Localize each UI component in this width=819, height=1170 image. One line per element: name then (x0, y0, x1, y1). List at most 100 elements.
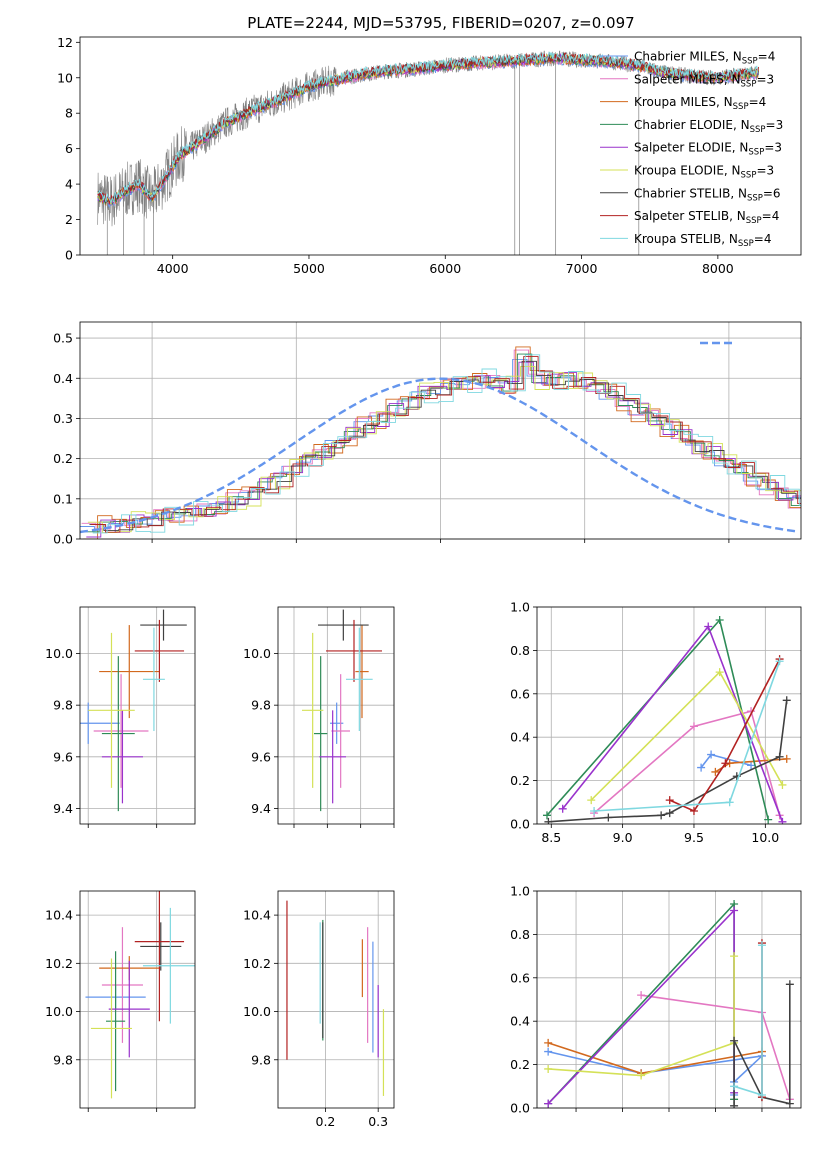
legend-label: Chabrier STELIB, NSSP=6 (634, 186, 781, 203)
x-tick-label: 8000 (702, 261, 734, 276)
y-tick-label: 12 (57, 35, 73, 50)
error-cross (346, 627, 373, 731)
x-tick-label: 0.3 (368, 1114, 388, 1129)
error-cross (93, 674, 149, 788)
legend-label-tail: =4 (758, 50, 776, 64)
legend-label-text: Chabrier STELIB, N (634, 186, 747, 200)
series-line (593, 710, 781, 816)
y-tick-label: 1.0 (510, 600, 530, 615)
plot-frame (536, 890, 802, 1109)
model-spectrum (97, 52, 759, 206)
error-cross (140, 609, 187, 641)
plot-frame (277, 606, 395, 825)
x-tick-label: 0.2 (316, 1114, 336, 1129)
series-marker (637, 1071, 646, 1080)
plot-frame (277, 890, 395, 1109)
series-marker (782, 696, 791, 705)
legend-label: Kroupa ELODIE, NSSP=3 (634, 164, 774, 181)
series-marker (782, 754, 791, 763)
panel-residuals: 0.0 0.1 0.2 0.3 0.4 0.5 (53, 321, 802, 547)
legend-label-tail: =4 (762, 209, 780, 223)
series-marker (542, 811, 551, 820)
legend-label: Salpeter STELIB, NSSP=4 (634, 209, 779, 226)
y-tick-label: 9.8 (53, 1052, 73, 1067)
error-cross (101, 710, 143, 804)
x-tick-label: 4000 (157, 261, 189, 276)
error-cross (101, 656, 135, 812)
error-cross (318, 609, 369, 641)
error-cross (330, 702, 344, 744)
x-tick-label: 9.5 (684, 830, 704, 845)
gaussian-curve (80, 377, 799, 534)
series-marker (544, 1038, 553, 1047)
error-cross (88, 632, 135, 788)
legend-label-sub: SSP (741, 171, 757, 181)
plot-area (85, 891, 195, 1099)
series-marker (721, 759, 730, 768)
y-tick-label: 9.4 (53, 801, 73, 816)
series-marker (730, 1101, 739, 1108)
legend-label-text: Kroupa STELIB, N (634, 232, 738, 246)
error-cross (355, 625, 369, 719)
y-tick-label: 0 (65, 248, 73, 263)
series-marker (730, 952, 739, 961)
y-tick-label: 0.2 (510, 773, 530, 788)
histogram-step (89, 360, 801, 532)
legend-label-sub: SSP (742, 57, 758, 67)
plot-area (80, 609, 187, 812)
series-marker (725, 798, 734, 807)
legend-label-text: Salpeter ELODIE, N (634, 141, 748, 155)
histogram-step (81, 349, 801, 530)
panel-mass-vs-EBV: 0.2 0.3 9.8 10.0 10.2 10.4 (243, 890, 395, 1129)
y-tick-label: 4 (65, 177, 73, 192)
plot-frame (79, 890, 196, 1109)
series-marker (665, 796, 674, 805)
plot-frame (536, 606, 802, 825)
histogram-step (91, 356, 801, 533)
y-tick-label: 9.8 (53, 698, 73, 713)
y-tick-label: 0.2 (53, 451, 73, 466)
series-marker (544, 1047, 553, 1056)
plot-area (80, 346, 801, 539)
series-marker (689, 722, 698, 731)
x-tick-label: 6000 (429, 261, 461, 276)
legend-label-text: Salpeter STELIB, N (634, 209, 746, 223)
error-cross (140, 922, 182, 971)
x-tick-label: 9.0 (613, 830, 633, 845)
legend-label-tail: =3 (764, 141, 782, 155)
x-tick-label: 7000 (566, 261, 598, 276)
series-marker (785, 1099, 794, 1108)
legend-label-sub: SSP (746, 216, 762, 226)
y-tick-label: 0.4 (510, 1014, 530, 1029)
series-marker (715, 616, 724, 625)
series-marker (689, 806, 698, 815)
y-tick-label: 0.4 (53, 371, 73, 386)
series-marker (711, 767, 720, 776)
legend-label-tail: =3 (766, 118, 784, 132)
series-marker (715, 668, 724, 677)
series-line (733, 945, 763, 1097)
legend-label-sub: SSP (750, 125, 766, 135)
legend-label-tail: =4 (754, 232, 772, 246)
y-tick-label: 6 (65, 141, 73, 156)
error-cross (90, 958, 133, 1099)
panel-spectrum: 4000 5000 6000 7000 8000 0 2 4 6 8 10 12 Chabrier MI… (57, 35, 802, 276)
series-marker (544, 1064, 553, 1073)
legend-label-tail: =6 (763, 186, 781, 200)
error-cross (331, 674, 350, 788)
series-marker (775, 657, 784, 666)
plot-frame (79, 606, 196, 825)
series-marker (747, 761, 756, 770)
legend-label-tail: =4 (749, 95, 767, 109)
error-cross (108, 960, 150, 1058)
error-cross (142, 627, 165, 731)
error-cross (134, 891, 185, 1022)
error-cross (101, 927, 143, 1043)
series-marker (764, 815, 773, 824)
plot-frame (79, 321, 802, 540)
x-tick-label: 5000 (293, 261, 325, 276)
legend-label-tail: =3 (756, 72, 774, 86)
legend-label-sub: SSP (748, 148, 764, 158)
panel-mass-vs-Z: 9.8 10.0 10.2 10.4 (45, 890, 196, 1112)
y-tick-label: 0.5 (53, 331, 73, 346)
